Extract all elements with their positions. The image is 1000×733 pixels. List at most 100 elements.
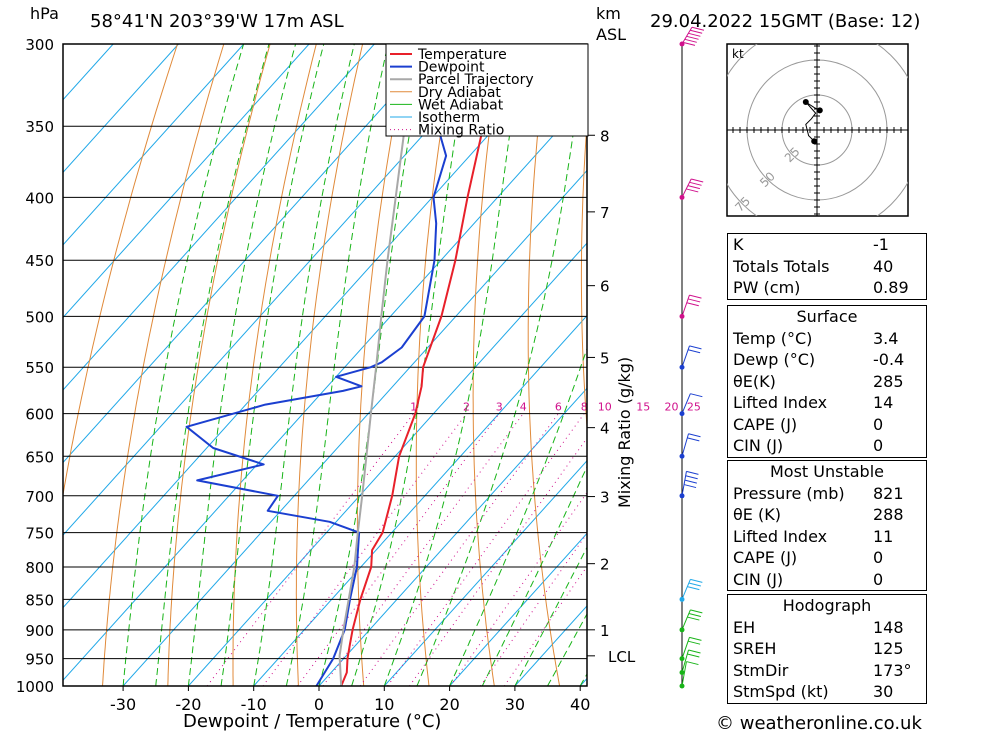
indices-most-unstable: Most Unstable Pressure (mb) 821 θE (K) 288 Li…: [727, 460, 927, 591]
wind-barb-flag: [689, 345, 702, 350]
index-key: Temp (°C): [733, 328, 813, 348]
wind-barb-flag: [690, 29, 703, 34]
wind-barb: [679, 636, 702, 662]
pressure-label: 700: [25, 488, 54, 506]
pressure-label: 350: [25, 118, 54, 136]
x-axis-label: Dewpoint / Temperature (°C): [183, 711, 441, 732]
index-value: 288: [873, 505, 904, 524]
wet-adiabat-line: [383, 44, 524, 686]
pressure-label: 300: [25, 36, 54, 54]
legend-entry: Temperature: [417, 47, 507, 63]
mixing-ratio-label: 3: [496, 401, 503, 414]
isotherm-line: [63, 44, 245, 246]
index-key: PW (cm): [733, 278, 801, 297]
wind-barb-flag: [691, 26, 705, 31]
pressure-label: 900: [25, 622, 54, 640]
index-key: CAPE (J): [733, 414, 798, 434]
asl-label: ASL: [596, 25, 626, 44]
index-key: Totals Totals: [733, 256, 830, 276]
wind-barb-flag: [684, 38, 697, 43]
index-value: -1: [873, 235, 889, 254]
wind-barb-staff: [681, 393, 691, 414]
indices-hodograph: Hodograph EH 148 SREH 125 StmDir 173° StmSpd (k…: [727, 594, 927, 704]
dry-adiabat-line: [167, 44, 271, 686]
index-row: Lifted Index 11: [728, 526, 926, 548]
mixing-ratio-line: [479, 532, 587, 686]
mixing-ratio-label: 1: [410, 401, 417, 414]
wind-barb-flag: [687, 437, 700, 442]
index-value: -0.4: [873, 350, 905, 369]
hpa-label: hPa: [30, 4, 59, 23]
index-row: K -1: [728, 234, 926, 256]
index-key: CAPE (J): [733, 548, 798, 567]
index-row: CAPE (J) 0: [728, 547, 926, 569]
index-value: 0.89: [873, 278, 909, 297]
wet-adiabat-line: [351, 44, 472, 686]
table-title: Hodograph: [782, 596, 872, 615]
x-tick-label: 20: [439, 695, 459, 714]
isotherm-line: [318, 387, 587, 686]
mixing-ratio-line: [322, 413, 524, 686]
mixing-ratio-label: 25: [687, 401, 701, 414]
wind-barb: [679, 470, 699, 499]
mixing-ratio-line: [409, 437, 587, 686]
x-tick-label: -10: [241, 695, 267, 714]
x-tick-label: 0: [314, 695, 324, 714]
wind-barb-flag: [687, 616, 700, 621]
isotherm-line: [63, 44, 179, 174]
index-value: 821: [873, 483, 904, 503]
wind-barb-flag: [683, 484, 697, 489]
wind-barb-flag: [687, 349, 701, 354]
mixing-ratio-label: 8: [581, 401, 588, 414]
pressure-label: 450: [25, 252, 54, 270]
wind-barb-flag: [688, 32, 701, 37]
isotherm-line: [122, 169, 587, 686]
mixing-ratio-label: 20: [665, 401, 679, 414]
wind-barb: [679, 178, 704, 200]
index-row: PW (cm) 0.89: [728, 277, 926, 299]
index-key: SREH: [733, 639, 777, 658]
wind-profile: [679, 26, 705, 689]
wind-barb-staff: [681, 637, 690, 659]
wind-barb-flag: [687, 298, 701, 303]
table-title: Surface: [796, 307, 858, 326]
indices-surface: Surface Temp (°C) 3.4 Dewp (°C) -0.4 θE(K) 285…: [727, 305, 927, 458]
wet-adiabat-line: [481, 465, 587, 686]
isotherm-line: [63, 44, 375, 391]
mixing-ratio-line: [503, 565, 587, 686]
index-row: Lifted Index 14: [728, 392, 926, 414]
isotherm-line: [63, 44, 441, 464]
wet-adiabat-line: [253, 44, 355, 686]
pressure-label: 550: [25, 359, 54, 377]
index-row: EH 148: [728, 617, 926, 639]
dry-adiabat-line: [918, 44, 1000, 686]
wind-barb-staff: [681, 178, 692, 198]
km-tick-label: 2: [600, 556, 610, 574]
index-value: 125: [873, 639, 904, 658]
index-key: StmDir: [733, 660, 789, 680]
wind-barb-flag: [684, 479, 697, 484]
index-row: CIN (J) 0: [728, 435, 926, 457]
lcl-label: LCL: [608, 648, 636, 666]
index-row: Pressure (mb) 821: [728, 483, 926, 505]
isotherm-line: [63, 44, 506, 536]
wind-barb-flag: [690, 578, 703, 583]
index-key: Lifted Index: [733, 526, 828, 546]
km-tick-label: 3: [600, 489, 610, 507]
wind-barb-flag: [687, 640, 701, 645]
wind-barb-staff: [681, 579, 691, 600]
index-value: 14: [873, 393, 894, 412]
index-key: θE(K): [733, 371, 776, 391]
isotherm-line: [188, 242, 587, 686]
mixing-ratio-axis-label: Mixing Ratio (g/kg): [615, 357, 634, 508]
legend-box: [385, 43, 589, 137]
wind-barb-flag: [687, 653, 700, 658]
km-label: km: [596, 4, 621, 23]
wet-adiabat-line: [449, 347, 587, 686]
wind-barb: [679, 661, 699, 689]
wind-barb-flag: [690, 609, 703, 614]
index-value: 40: [873, 256, 894, 276]
wind-barb-staff: [681, 609, 691, 631]
